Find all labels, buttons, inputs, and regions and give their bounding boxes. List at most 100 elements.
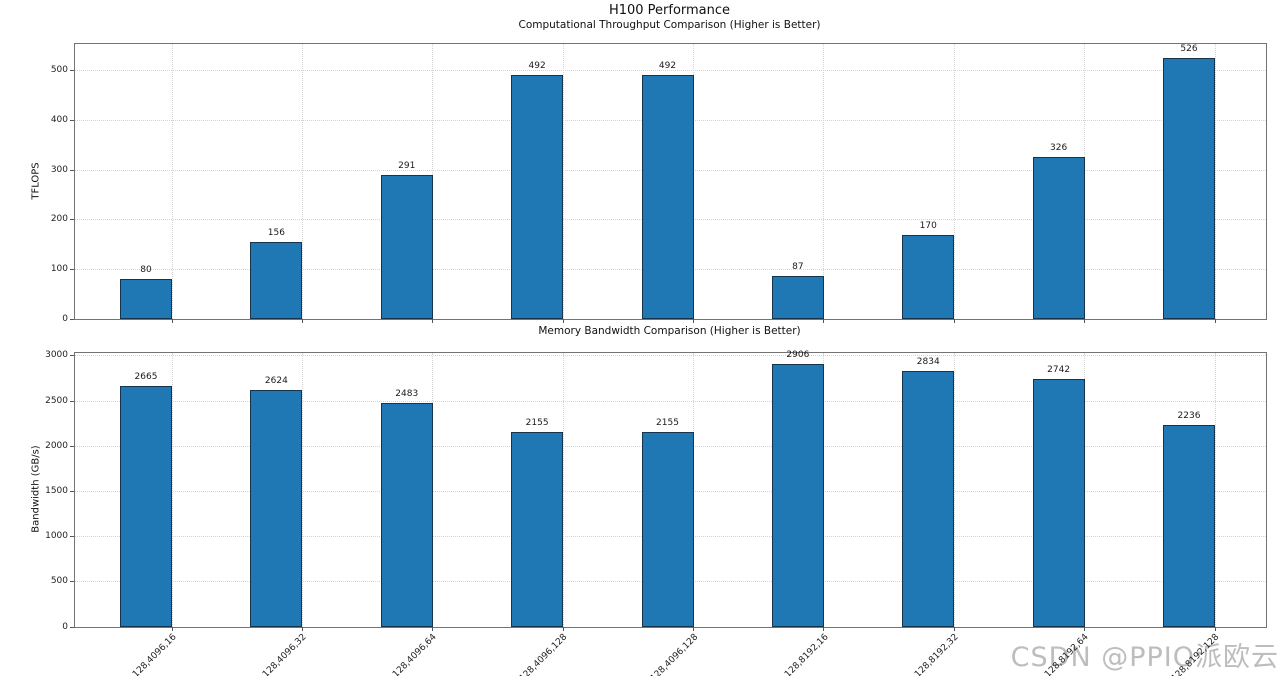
x-tick-label: 128,4096,128: [648, 632, 700, 676]
bar: [380, 174, 433, 319]
bar: [250, 389, 303, 627]
bar-value-label: 2624: [264, 375, 288, 386]
x-gridline: [562, 44, 564, 319]
x-tick-label: 128,4096,128: [517, 632, 570, 676]
x-tick-label: 128,4096,32: [261, 632, 309, 676]
x-tick-mark: [823, 627, 825, 631]
y-tick-mark: [70, 581, 74, 583]
bar-value-label: 492: [528, 60, 546, 71]
bar-value-label: 2155: [525, 418, 549, 429]
x-tick-mark: [562, 627, 564, 631]
x-gridline: [693, 44, 694, 319]
bar-value-label: 2155: [656, 418, 679, 429]
y-gridline: [75, 355, 1266, 357]
y-tick-label: 100: [50, 263, 68, 274]
watermark: CSDN @PPIO派欧云: [1010, 642, 1279, 673]
bar-value-label: 326: [1050, 143, 1068, 154]
bar: [250, 241, 303, 319]
x-tick-mark: [171, 319, 173, 323]
x-gridline: [953, 44, 955, 319]
bar-value-label: 526: [1180, 43, 1198, 54]
x-gridline: [1084, 44, 1086, 319]
bar-value-label: 87: [792, 261, 804, 272]
y-tick-mark: [70, 219, 74, 221]
x-tick-label: 128,4096,64: [391, 632, 440, 676]
bar-value-label: 2742: [1047, 365, 1071, 376]
x-tick-mark: [171, 627, 173, 631]
x-tick-mark: [1084, 319, 1086, 323]
bar-value-label: 2834: [916, 356, 940, 367]
bar-value-label: 2483: [395, 388, 419, 399]
bar-value-label: 156: [267, 227, 285, 238]
y-tick-label: 0: [62, 313, 68, 324]
bar: [641, 432, 694, 627]
x-gridline: [1214, 44, 1216, 319]
figure-title: H100 Performance: [608, 3, 731, 18]
y-tick-mark: [70, 70, 74, 72]
y-tick-mark: [70, 490, 74, 492]
x-tick-mark: [1214, 627, 1216, 631]
chart-1-title: Memory Bandwidth Comparison (Higher is B…: [538, 325, 801, 337]
bar-value-label: 2236: [1177, 411, 1201, 421]
y-tick-label: 2000: [45, 440, 68, 451]
x-tick-mark: [1214, 319, 1216, 323]
x-tick-mark: [693, 627, 694, 631]
chart-0-plot-area: 0 100 200 300 400 500 80 156 291 492 492 87 170 326 52…: [51, 43, 1267, 323]
bar: [511, 432, 564, 627]
x-gridline: [432, 44, 434, 319]
y-tick-label: 1000: [45, 531, 68, 542]
x-tick-mark: [301, 627, 303, 631]
y-tick-label: 500: [50, 576, 68, 587]
y-tick-label: 0: [62, 621, 68, 632]
bar: [1032, 157, 1085, 319]
bar: [1163, 57, 1215, 319]
x-tick-mark: [301, 319, 303, 323]
y-tick-mark: [70, 169, 74, 171]
bar: [902, 234, 955, 319]
bar: [641, 74, 694, 319]
chart-0-ylabel: TFLOPS: [30, 161, 42, 200]
y-tick-mark: [70, 445, 74, 447]
x-tick-mark: [693, 319, 694, 323]
x-tick-mark: [953, 627, 955, 631]
x-gridline: [953, 353, 955, 627]
x-gridline: [301, 44, 303, 319]
bar-value-label: 492: [658, 60, 677, 71]
bar: [902, 370, 955, 627]
y-tick-mark: [70, 536, 74, 538]
y-tick-label: 500: [50, 65, 68, 76]
y-gridline: [75, 400, 1266, 402]
x-gridline: [432, 353, 434, 627]
y-tick-mark: [70, 268, 74, 270]
x-tick-mark: [823, 319, 825, 323]
x-tick-mark: [432, 627, 434, 631]
x-gridline: [171, 44, 173, 319]
y-tick-mark: [70, 318, 74, 320]
chart-1-ylabel: Bandwidth (GB/s): [30, 445, 42, 533]
x-gridline: [301, 353, 303, 627]
y-tick-mark: [70, 626, 74, 628]
y-tick-mark: [70, 400, 74, 402]
x-gridline: [171, 353, 173, 627]
y-tick-label: 2500: [45, 395, 68, 406]
bar: [380, 402, 433, 627]
bar-value-label: 170: [919, 220, 937, 231]
bar-value-label: 2906: [786, 350, 810, 361]
bar: [511, 74, 564, 319]
chart-1-plot-area: 0 500 1000 1500 2000 2500 3000 128,4096,16 2665 1…: [45, 350, 1267, 676]
x-tick-mark: [562, 319, 564, 323]
bar-value-label: 2665: [134, 372, 158, 383]
x-tick-mark: [1084, 627, 1086, 631]
x-gridline: [1084, 353, 1086, 627]
y-tick-label: 3000: [45, 350, 68, 361]
chart-0-title: Computational Throughput Comparison (Hig…: [518, 19, 821, 31]
x-gridline: [1214, 353, 1216, 627]
x-tick-label: 128,8192,32: [913, 632, 961, 676]
bar: [771, 275, 824, 319]
y-tick-mark: [70, 119, 74, 121]
bar: [771, 364, 824, 627]
y-gridline: [75, 70, 1266, 72]
bar: [120, 386, 172, 627]
x-gridline: [562, 353, 564, 627]
